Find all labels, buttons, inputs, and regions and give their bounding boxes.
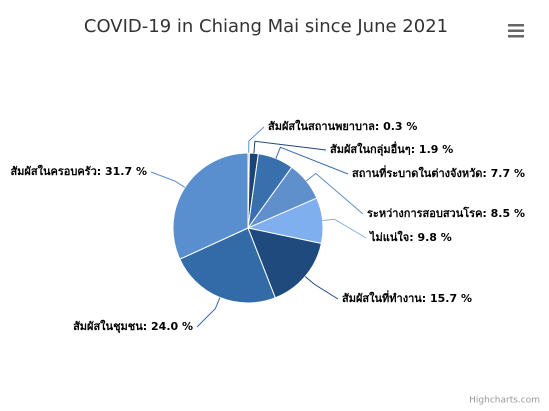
connector — [248, 126, 265, 154]
connector — [304, 276, 339, 300]
data-label: ไม่แน่ใจ: 9.8 % — [368, 230, 452, 244]
data-label: สัมผัสในครอบครัว: 31.7 % — [10, 164, 147, 178]
data-label: สัมผัสในสถานพยาบาล: 0.3 % — [268, 119, 417, 133]
connector — [196, 297, 221, 328]
connector — [253, 140, 327, 154]
pie-slice — [172, 152, 249, 260]
connector — [306, 172, 364, 215]
credits[interactable]: Highcharts.com — [469, 396, 540, 406]
pie-slice — [247, 227, 322, 299]
menu-bar — [508, 35, 524, 38]
data-label: สัมผัสในที่ทำงาน: 15.7 % — [342, 290, 472, 305]
menu-bar — [508, 29, 524, 32]
data-label: สัมผัสในกลุ่มอื่นๆ: 1.9 % — [330, 141, 453, 157]
chart-title: COVID-19 in Chiang Mai since June 2021 — [84, 16, 448, 37]
data-label: สัมผัสในชุมชน: 24.0 % — [73, 319, 193, 334]
connector — [150, 171, 186, 188]
data-label: ระหว่างการสอบสวนโรค: 8.5 % — [367, 206, 525, 220]
menu-bar — [508, 24, 524, 27]
menu-button[interactable] — [508, 24, 524, 38]
connector — [322, 218, 367, 239]
data-label: สถานที่ระบาดในต่างจังหวัด: 7.7 % — [352, 165, 525, 180]
connector — [275, 146, 349, 175]
